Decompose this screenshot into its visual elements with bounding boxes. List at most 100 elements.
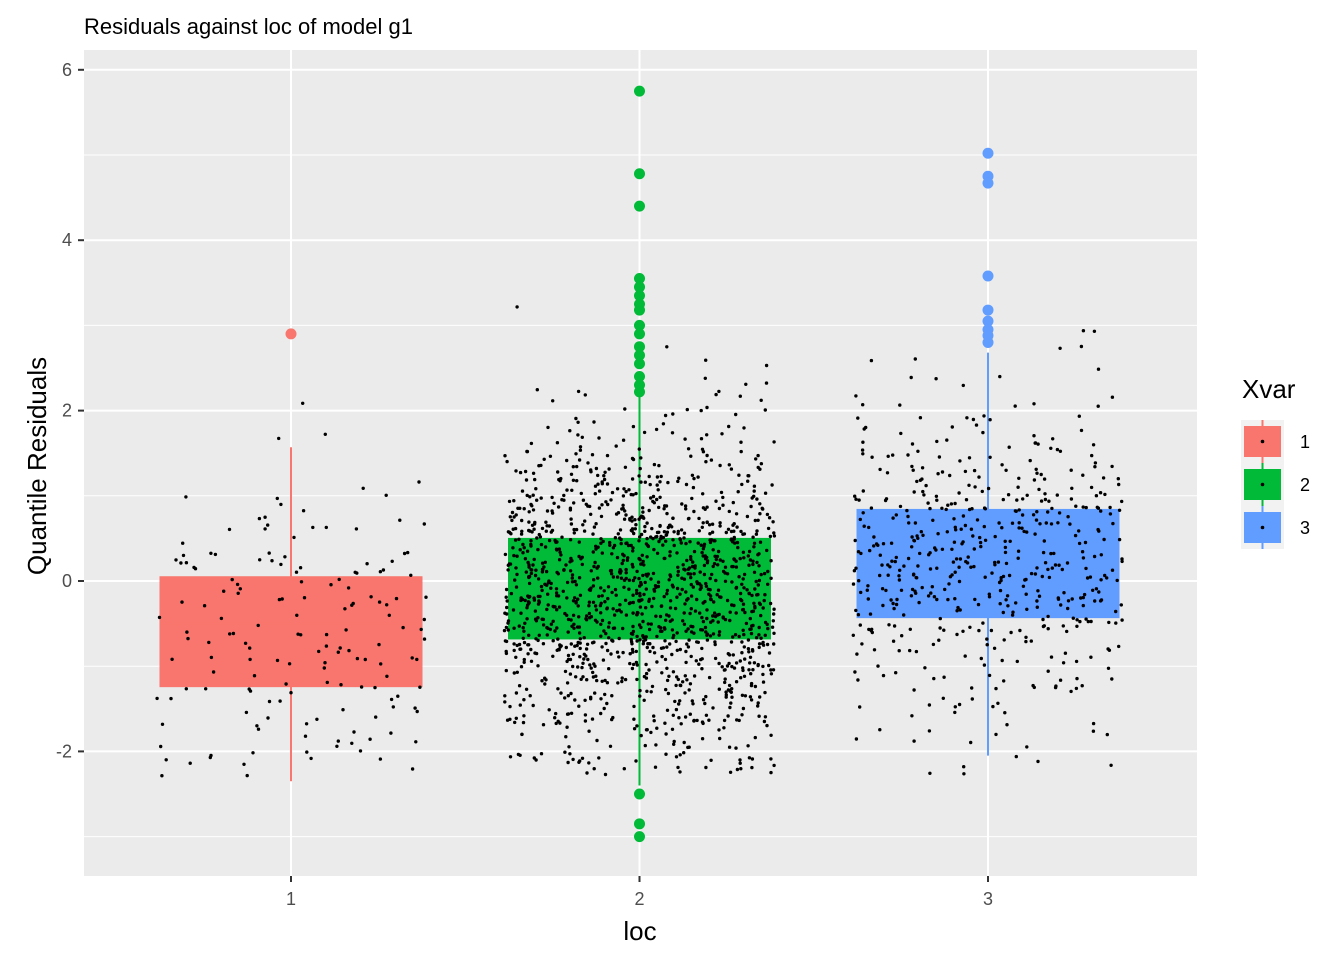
data-point (595, 620, 599, 624)
data-point (962, 772, 966, 776)
data-point (623, 598, 628, 602)
data-point (644, 676, 649, 680)
data-point (526, 600, 531, 604)
data-point (592, 564, 596, 569)
data-point (983, 575, 987, 579)
data-point (715, 613, 720, 617)
data-point (541, 723, 546, 727)
data-point (742, 426, 746, 430)
data-point (692, 509, 696, 514)
data-point (1017, 476, 1021, 480)
data-point (762, 571, 767, 576)
data-point (734, 586, 738, 590)
data-point (959, 527, 963, 531)
data-point (620, 561, 624, 566)
data-point (1022, 529, 1026, 534)
data-point (1091, 588, 1095, 592)
data-point (1058, 678, 1063, 682)
data-point (551, 639, 555, 643)
data-point (994, 732, 998, 737)
data-point (772, 642, 776, 646)
data-point (571, 664, 575, 669)
data-point (972, 564, 976, 569)
data-point (659, 604, 664, 608)
data-point (600, 618, 605, 623)
data-point (222, 589, 226, 593)
data-point (732, 666, 737, 670)
data-point (1031, 513, 1036, 517)
data-point (577, 554, 581, 559)
data-point (772, 607, 776, 611)
data-point (902, 613, 906, 617)
data-point (566, 760, 570, 765)
data-point (521, 626, 525, 630)
data-point (950, 547, 954, 551)
data-point (718, 558, 722, 562)
data-point (1009, 630, 1013, 635)
data-point (592, 662, 596, 666)
data-point (547, 579, 551, 583)
data-point (576, 389, 581, 394)
data-point (398, 518, 402, 522)
data-point (514, 655, 518, 659)
data-point (415, 657, 419, 662)
data-point (894, 671, 898, 675)
data-point (624, 489, 628, 494)
data-point (772, 534, 777, 538)
data-point (417, 480, 421, 484)
data-point (242, 762, 246, 766)
data-point (1088, 575, 1093, 579)
data-point (653, 584, 658, 588)
data-point (769, 672, 774, 676)
data-point (413, 706, 417, 710)
data-point (565, 725, 569, 729)
data-point (747, 549, 752, 554)
data-point (209, 655, 214, 660)
data-point (618, 603, 622, 607)
data-point (279, 502, 283, 507)
data-point (513, 526, 518, 531)
data-point (1040, 574, 1045, 579)
data-point (520, 529, 524, 533)
data-point (589, 512, 593, 516)
data-point (1014, 509, 1018, 513)
data-point (730, 580, 734, 584)
data-point (639, 480, 643, 484)
data-point (700, 447, 705, 451)
data-point (373, 685, 377, 690)
data-point (757, 578, 762, 583)
data-point (851, 582, 856, 586)
data-point (613, 587, 618, 592)
data-point (531, 471, 536, 475)
data-point (641, 642, 645, 646)
data-point (641, 573, 645, 578)
data-point (188, 761, 192, 765)
data-point (514, 716, 518, 720)
data-point (554, 591, 559, 595)
data-point (1114, 609, 1118, 614)
data-point (854, 566, 858, 570)
data-point (961, 540, 965, 544)
data-point (634, 591, 639, 596)
data-point (927, 703, 932, 707)
data-point (626, 543, 631, 548)
data-point (570, 624, 574, 628)
data-point (857, 579, 861, 583)
data-point (664, 752, 668, 756)
data-point (1042, 624, 1047, 628)
data-point (763, 633, 767, 637)
data-point (668, 573, 672, 577)
data-point (616, 532, 620, 536)
data-point (506, 530, 511, 534)
data-point (324, 644, 329, 648)
data-point (354, 527, 359, 531)
data-point (676, 569, 680, 574)
data-point (532, 557, 536, 562)
data-point (987, 595, 992, 599)
data-point (700, 657, 704, 661)
data-point (971, 534, 975, 538)
data-point (604, 631, 608, 636)
data-point (1003, 711, 1007, 715)
data-point (964, 559, 968, 564)
